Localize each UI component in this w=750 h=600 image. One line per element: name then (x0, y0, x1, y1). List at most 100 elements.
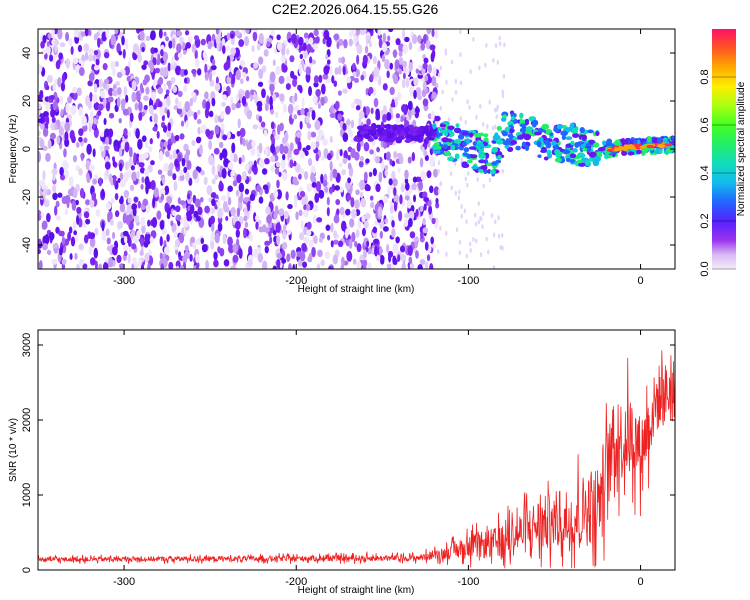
noise-blob (147, 219, 151, 227)
noise-blob (54, 205, 58, 216)
noise-blob (99, 89, 106, 99)
noise-blob (69, 253, 73, 260)
noise-blob (387, 186, 391, 197)
noise-blob (382, 195, 389, 204)
noise-blob (183, 250, 190, 260)
noise-blob (243, 197, 250, 203)
noise-blob (392, 178, 398, 187)
noise-blob (247, 200, 251, 212)
signal-blob (525, 126, 534, 132)
noise-blob (360, 197, 367, 208)
noise-blob (124, 141, 130, 153)
signal-blob (569, 153, 577, 159)
noise-blob (263, 129, 268, 137)
noise-blob (153, 113, 158, 124)
noise-blob (87, 118, 94, 126)
noise-blob (454, 190, 457, 196)
signal-blob (405, 134, 414, 139)
noise-blob (210, 192, 217, 199)
signal-blob (432, 122, 437, 130)
spectrogram-ylabel: Frequency (Hz) (8, 115, 19, 184)
signal-blob (523, 133, 532, 141)
noise-blob (480, 216, 483, 222)
noise-blob (420, 170, 427, 181)
noise-blob (316, 217, 323, 223)
noise-blob (52, 184, 57, 194)
noise-blob (274, 111, 279, 118)
noise-blob (257, 253, 264, 263)
x-tick-label: 0 (638, 576, 644, 588)
colorbar: 0.0 0.2 0.4 0.6 0.8 Normalized spectral ampl… (699, 29, 747, 277)
noise-blob (144, 252, 150, 263)
noise-blob (206, 184, 213, 196)
noise-blob (201, 243, 208, 253)
noise-blob (119, 172, 124, 181)
y-tick-label: 0 (21, 567, 33, 573)
noise-blob (185, 120, 189, 128)
noise-blob (368, 171, 373, 178)
noise-blob (256, 184, 261, 192)
noise-blob (48, 231, 55, 241)
noise-blob (497, 233, 501, 239)
noise-blob (87, 80, 93, 87)
noise-blob (404, 219, 409, 228)
noise-blob (407, 100, 413, 111)
noise-blob (98, 177, 103, 187)
noise-blob (160, 44, 165, 51)
noise-blob (46, 74, 53, 84)
noise-blob (249, 193, 256, 202)
noise-blob (203, 176, 208, 186)
noise-blob (133, 196, 139, 203)
noise-blob (381, 113, 388, 123)
noise-blob (329, 113, 336, 119)
noise-blob (114, 29, 119, 35)
noise-blob (169, 162, 174, 171)
noise-blob (297, 259, 303, 267)
noise-blob (308, 86, 313, 97)
noise-blob (290, 249, 296, 260)
noise-blob (213, 259, 219, 268)
noise-blob (92, 178, 98, 185)
noise-blob (178, 233, 185, 244)
noise-blob (78, 168, 83, 176)
noise-blob (45, 45, 51, 55)
noise-blob (220, 111, 225, 119)
noise-blob (52, 101, 58, 110)
noise-blob (154, 67, 161, 74)
noise-blob (127, 171, 132, 177)
noise-blob (192, 169, 198, 180)
noise-blob (469, 69, 472, 75)
noise-blob (46, 41, 50, 47)
noise-blob (102, 262, 109, 269)
noise-blob (318, 189, 325, 199)
signal-blob (519, 127, 527, 133)
noise-blob (273, 189, 279, 199)
noise-blob (459, 116, 463, 122)
noise-blob (358, 110, 365, 119)
signal-peak (606, 148, 613, 152)
noise-blob (138, 101, 143, 112)
noise-blob (185, 42, 192, 49)
noise-blob (230, 33, 234, 39)
signal-blob (476, 143, 485, 148)
noise-blob (43, 199, 50, 208)
noise-blob (150, 91, 157, 101)
noise-blob (129, 184, 135, 191)
noise-blob (337, 240, 344, 248)
noise-blob (481, 121, 485, 127)
noise-blob (93, 247, 99, 259)
noise-blob (392, 49, 398, 59)
noise-blob (103, 51, 110, 59)
noise-blob (342, 132, 349, 143)
noise-blob (64, 208, 69, 216)
noise-blob (457, 195, 461, 201)
noise-blob (205, 100, 211, 111)
noise-blob (88, 48, 94, 55)
noise-blob (67, 96, 72, 104)
noise-blob (68, 176, 74, 187)
noise-blob (158, 150, 164, 161)
noise-blob (419, 258, 426, 266)
noise-blob (391, 219, 395, 228)
noise-blob (299, 53, 304, 60)
noise-blob (236, 207, 241, 218)
